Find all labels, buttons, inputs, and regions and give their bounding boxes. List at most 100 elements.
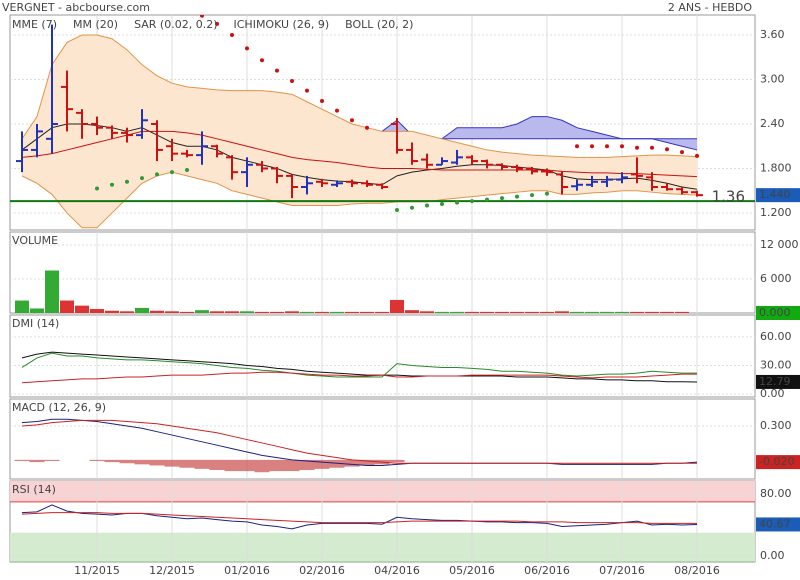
sar-dot — [605, 144, 609, 149]
reference-label: 1.36 — [712, 188, 745, 206]
current-value-label: -0.020 — [759, 455, 794, 468]
sar-dot — [95, 186, 99, 191]
histogram-bar — [14, 459, 30, 461]
volume-bar — [645, 311, 659, 313]
y-tick-label: 1.800 — [760, 161, 792, 174]
histogram-bar — [104, 459, 120, 463]
x-tick-label: 12/2015 — [149, 564, 195, 577]
sar-dot — [275, 68, 279, 73]
current-value-box — [756, 517, 800, 532]
volume-bar — [240, 311, 254, 313]
volume-bar — [465, 311, 479, 313]
x-tick-label: 11/2015 — [74, 564, 120, 577]
x-tick-label: 08/2016 — [674, 564, 720, 577]
volume-bar — [345, 311, 359, 313]
sar-dot — [470, 199, 474, 204]
histogram-bar — [389, 459, 405, 463]
volume-bar — [225, 311, 239, 313]
plot-area — [10, 15, 755, 230]
x-tick-label: 01/2016 — [224, 564, 270, 577]
histogram-bar — [254, 459, 270, 473]
sar-dot — [665, 147, 669, 152]
current-value-label: 40.67 — [759, 517, 791, 530]
plot-area — [10, 315, 755, 397]
histogram-bar — [149, 459, 165, 466]
volume-bar — [330, 311, 344, 313]
sar-dot — [425, 203, 429, 208]
histogram-bar — [44, 459, 60, 461]
volume-bar — [570, 311, 584, 313]
legend-entry: MM (20) — [73, 18, 118, 31]
current-value-box — [756, 374, 800, 389]
y-tick-label: 0.00 — [760, 549, 785, 562]
volume-bar — [180, 311, 194, 313]
volume-bar — [270, 311, 284, 313]
sar-dot — [140, 176, 144, 181]
sar-dot — [650, 145, 654, 150]
sar-dot — [215, 21, 219, 26]
sar-dot — [440, 202, 444, 207]
sar-dot — [260, 58, 264, 63]
indicator-line — [21, 371, 697, 384]
sar-dot — [200, 15, 204, 18]
histogram-bar — [209, 459, 225, 470]
current-value-label: 12.79 — [759, 375, 791, 388]
histogram-bar — [164, 459, 180, 467]
volume-bar — [195, 310, 209, 313]
volume-bar — [615, 311, 629, 313]
volume-bar — [285, 311, 299, 313]
panel-title: RSI (14) — [12, 483, 56, 496]
volume-bar — [525, 311, 539, 313]
indicator-line — [21, 123, 698, 190]
plot-area — [10, 481, 755, 562]
histogram-bar — [119, 459, 135, 464]
plot-area — [10, 399, 755, 479]
sar-dot — [290, 78, 294, 83]
y-tick-label: 0.300 — [760, 419, 792, 432]
sar-dot — [680, 150, 684, 155]
volume-bar — [495, 311, 509, 313]
indicator-line — [21, 419, 697, 464]
volume-bar — [585, 311, 599, 313]
band-lower — [21, 171, 698, 229]
zone-band — [10, 481, 755, 502]
y-tick-label: 3.00 — [760, 73, 785, 86]
legend-entry: ICHIMOKU (26, 9) — [234, 18, 330, 31]
volume-bar — [210, 311, 224, 313]
histogram-bar — [329, 459, 345, 468]
histogram-bar — [224, 459, 240, 472]
volume-bar — [300, 311, 314, 313]
panel — [9, 314, 756, 398]
y-tick-label: 30.00 — [760, 359, 792, 372]
histogram-bar — [314, 459, 330, 469]
sar-dot — [455, 200, 459, 205]
histogram-bar — [134, 459, 150, 465]
volume-bar — [660, 311, 674, 313]
current-value-label: 1.440 — [759, 188, 791, 201]
volume-bar — [150, 310, 164, 313]
volume-bar — [105, 310, 119, 313]
histogram-bar — [284, 459, 300, 472]
volume-bar — [405, 310, 419, 313]
histogram-bar — [29, 459, 45, 463]
panel-title: DMI (14) — [12, 317, 59, 330]
y-tick-label: 1.200 — [760, 206, 792, 219]
panel — [9, 398, 756, 480]
histogram-bar — [269, 459, 285, 472]
histogram-bar — [179, 459, 195, 468]
sar-dot — [590, 144, 594, 149]
histogram-bar — [299, 459, 315, 470]
y-tick-label: 6 000 — [760, 272, 792, 285]
volume-bar — [75, 305, 89, 313]
volume-bar — [45, 270, 59, 313]
current-value-box — [756, 455, 800, 470]
y-tick-label: 80.00 — [760, 487, 792, 500]
sar-dot — [545, 191, 549, 196]
indicator-line — [21, 130, 698, 178]
volume-bar — [675, 311, 689, 313]
zone-band — [10, 532, 755, 562]
legend-entry: SAR (0.02, 0.2) — [134, 18, 217, 31]
band-upper — [21, 34, 698, 158]
volume-bar — [600, 311, 614, 313]
